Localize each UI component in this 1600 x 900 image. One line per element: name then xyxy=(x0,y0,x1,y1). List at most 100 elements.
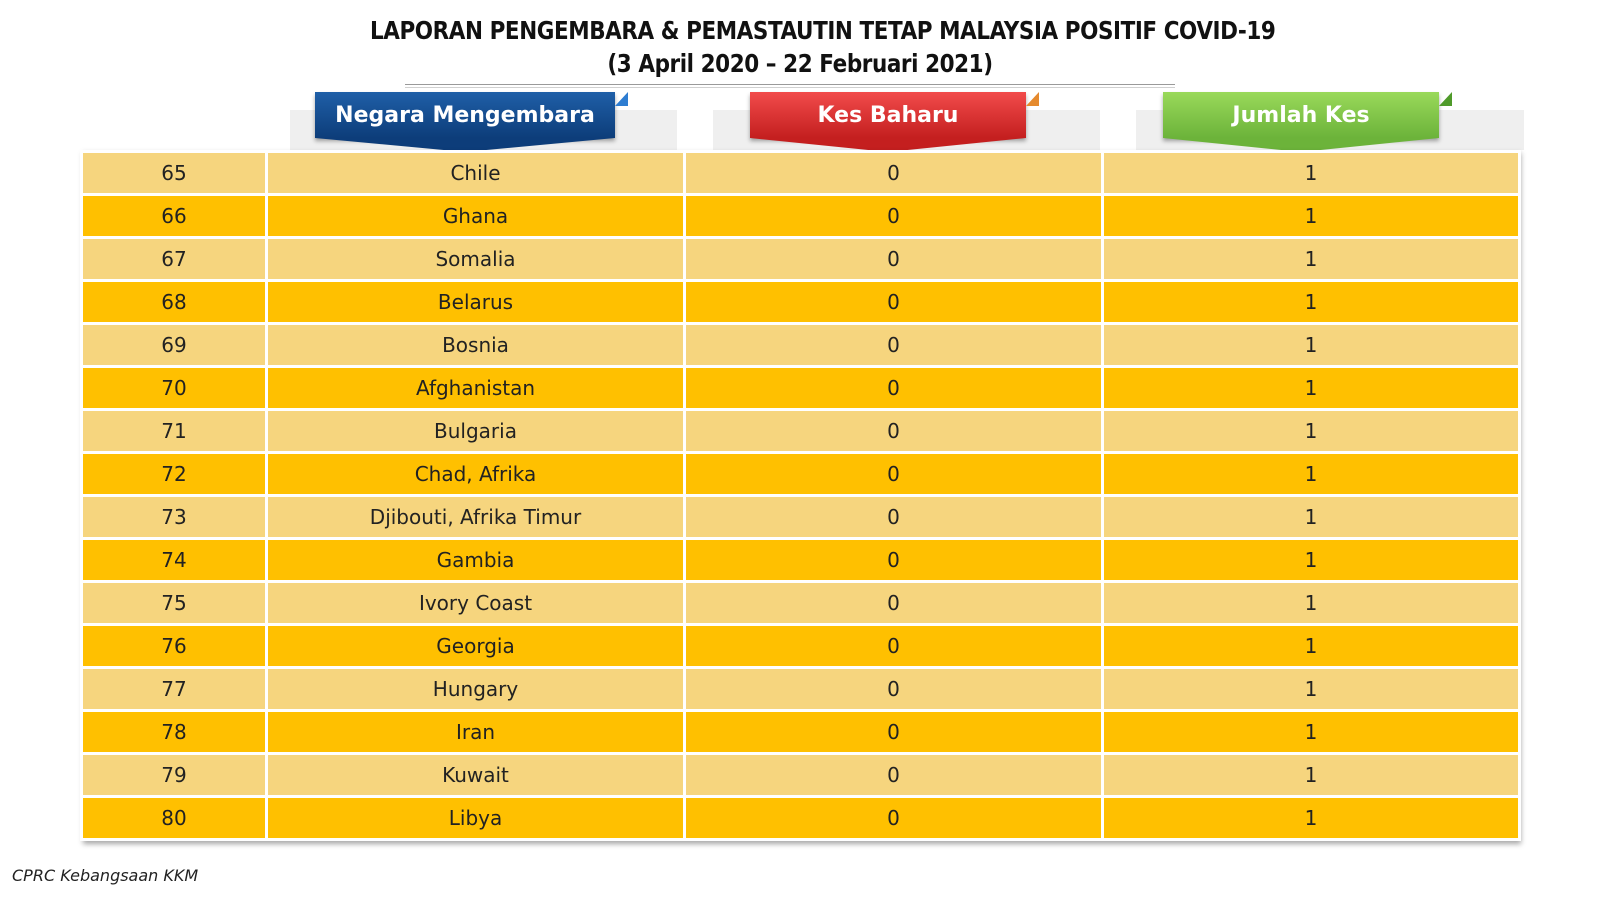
country-cell: Kuwait xyxy=(265,752,686,798)
row-number: 73 xyxy=(80,494,268,540)
row-number: 69 xyxy=(80,322,268,368)
table-row: 74 Gambia 0 1 xyxy=(80,537,1521,583)
new-cases-cell: 0 xyxy=(683,623,1104,669)
row-number: 76 xyxy=(80,623,268,669)
total-cases-cell: 1 xyxy=(1101,580,1521,626)
country-cell: Chile xyxy=(265,150,686,196)
total-cases-cell: 1 xyxy=(1101,451,1521,497)
ribbon-fold xyxy=(615,92,628,106)
country-cell: Iran xyxy=(265,709,686,755)
new-cases-cell: 0 xyxy=(683,494,1104,540)
table-row: 71 Bulgaria 0 1 xyxy=(80,408,1521,454)
row-number: 70 xyxy=(80,365,268,411)
new-cases-cell: 0 xyxy=(683,408,1104,454)
row-number: 68 xyxy=(80,279,268,325)
header-total-cases: Jumlah Kes xyxy=(1163,92,1452,152)
cases-table-wrapper: 65 Chile 0 1 66 Ghana 0 1 67 Somalia 0 1 xyxy=(80,150,1521,841)
table-row: 65 Chile 0 1 xyxy=(80,150,1521,196)
row-number: 77 xyxy=(80,666,268,712)
new-cases-cell: 0 xyxy=(683,537,1104,583)
header-new-cases-label: Kes Baharu xyxy=(817,102,959,128)
new-cases-cell: 0 xyxy=(683,795,1104,841)
country-cell: Afghanistan xyxy=(265,365,686,411)
total-cases-cell: 1 xyxy=(1101,752,1521,798)
country-cell: Somalia xyxy=(265,236,686,282)
new-cases-cell: 0 xyxy=(683,451,1104,497)
country-cell: Belarus xyxy=(265,279,686,325)
country-cell: Ivory Coast xyxy=(265,580,686,626)
row-number: 67 xyxy=(80,236,268,282)
table-row: 77 Hungary 0 1 xyxy=(80,666,1521,712)
header-country: Negara Mengembara xyxy=(315,92,628,152)
row-number: 65 xyxy=(80,150,268,196)
new-cases-cell: 0 xyxy=(683,580,1104,626)
row-number: 78 xyxy=(80,709,268,755)
total-cases-cell: 1 xyxy=(1101,795,1521,841)
total-cases-cell: 1 xyxy=(1101,494,1521,540)
title-main: LAPORAN PENGEMBARA & PEMASTAUTIN TETAP M… xyxy=(370,16,1276,45)
row-number: 79 xyxy=(80,752,268,798)
row-number: 74 xyxy=(80,537,268,583)
ribbon-point xyxy=(750,138,1026,152)
country-cell: Hungary xyxy=(265,666,686,712)
new-cases-cell: 0 xyxy=(683,752,1104,798)
new-cases-cell: 0 xyxy=(683,365,1104,411)
header-country-label: Negara Mengembara xyxy=(335,102,595,128)
country-cell: Djibouti, Afrika Timur xyxy=(265,494,686,540)
table-row: 75 Ivory Coast 0 1 xyxy=(80,580,1521,626)
ribbon-point xyxy=(315,138,615,152)
new-cases-cell: 0 xyxy=(683,279,1104,325)
table-row: 68 Belarus 0 1 xyxy=(80,279,1521,325)
total-cases-cell: 1 xyxy=(1101,623,1521,669)
table-row: 66 Ghana 0 1 xyxy=(80,193,1521,239)
title-divider xyxy=(405,84,1175,88)
total-cases-cell: 1 xyxy=(1101,666,1521,712)
total-cases-cell: 1 xyxy=(1101,408,1521,454)
row-number: 72 xyxy=(80,451,268,497)
total-cases-cell: 1 xyxy=(1101,537,1521,583)
table-row: 67 Somalia 0 1 xyxy=(80,236,1521,282)
country-cell: Ghana xyxy=(265,193,686,239)
header-total-cases-label: Jumlah Kes xyxy=(1232,102,1370,128)
country-cell: Libya xyxy=(265,795,686,841)
total-cases-cell: 1 xyxy=(1101,709,1521,755)
country-cell: Bulgaria xyxy=(265,408,686,454)
header-new-cases: Kes Baharu xyxy=(750,92,1039,152)
new-cases-cell: 0 xyxy=(683,709,1104,755)
row-number: 75 xyxy=(80,580,268,626)
row-number: 66 xyxy=(80,193,268,239)
total-cases-cell: 1 xyxy=(1101,279,1521,325)
country-cell: Bosnia xyxy=(265,322,686,368)
total-cases-cell: 1 xyxy=(1101,150,1521,196)
new-cases-cell: 0 xyxy=(683,666,1104,712)
total-cases-cell: 1 xyxy=(1101,193,1521,239)
footer-source: CPRC Kebangsaan KKM xyxy=(12,866,199,885)
total-cases-cell: 1 xyxy=(1101,322,1521,368)
table-row: 69 Bosnia 0 1 xyxy=(80,322,1521,368)
new-cases-cell: 0 xyxy=(683,236,1104,282)
table-row: 73 Djibouti, Afrika Timur 0 1 xyxy=(80,494,1521,540)
table-row: 72 Chad, Afrika 0 1 xyxy=(80,451,1521,497)
row-number: 71 xyxy=(80,408,268,454)
table-row: 78 Iran 0 1 xyxy=(80,709,1521,755)
country-cell: Gambia xyxy=(265,537,686,583)
cases-table: 65 Chile 0 1 66 Ghana 0 1 67 Somalia 0 1 xyxy=(80,150,1521,841)
new-cases-cell: 0 xyxy=(683,322,1104,368)
table-row: 76 Georgia 0 1 xyxy=(80,623,1521,669)
country-cell: Chad, Afrika xyxy=(265,451,686,497)
total-cases-cell: 1 xyxy=(1101,365,1521,411)
report-title: LAPORAN PENGEMBARA & PEMASTAUTIN TETAP M… xyxy=(300,14,1300,80)
ribbon-fold xyxy=(1026,92,1039,106)
table-row: 79 Kuwait 0 1 xyxy=(80,752,1521,798)
row-number: 80 xyxy=(80,795,268,841)
table-row: 80 Libya 0 1 xyxy=(80,795,1521,841)
new-cases-cell: 0 xyxy=(683,150,1104,196)
total-cases-cell: 1 xyxy=(1101,236,1521,282)
ribbon-point xyxy=(1163,138,1439,152)
new-cases-cell: 0 xyxy=(683,193,1104,239)
ribbon-fold xyxy=(1439,92,1452,106)
country-cell: Georgia xyxy=(265,623,686,669)
title-date-range: (3 April 2020 – 22 Februari 2021) xyxy=(607,49,993,78)
table-row: 70 Afghanistan 0 1 xyxy=(80,365,1521,411)
